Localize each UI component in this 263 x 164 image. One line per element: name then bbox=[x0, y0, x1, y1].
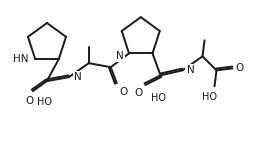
Text: HN: HN bbox=[13, 54, 28, 64]
Text: N: N bbox=[74, 72, 82, 82]
Text: O: O bbox=[235, 63, 244, 73]
Text: O: O bbox=[26, 96, 34, 106]
Text: N: N bbox=[186, 65, 194, 75]
Text: O: O bbox=[120, 87, 128, 97]
Text: HO: HO bbox=[37, 97, 52, 107]
Text: HO: HO bbox=[202, 92, 217, 102]
Text: N: N bbox=[116, 51, 124, 61]
Text: O: O bbox=[134, 88, 143, 98]
Text: HO: HO bbox=[151, 93, 166, 103]
